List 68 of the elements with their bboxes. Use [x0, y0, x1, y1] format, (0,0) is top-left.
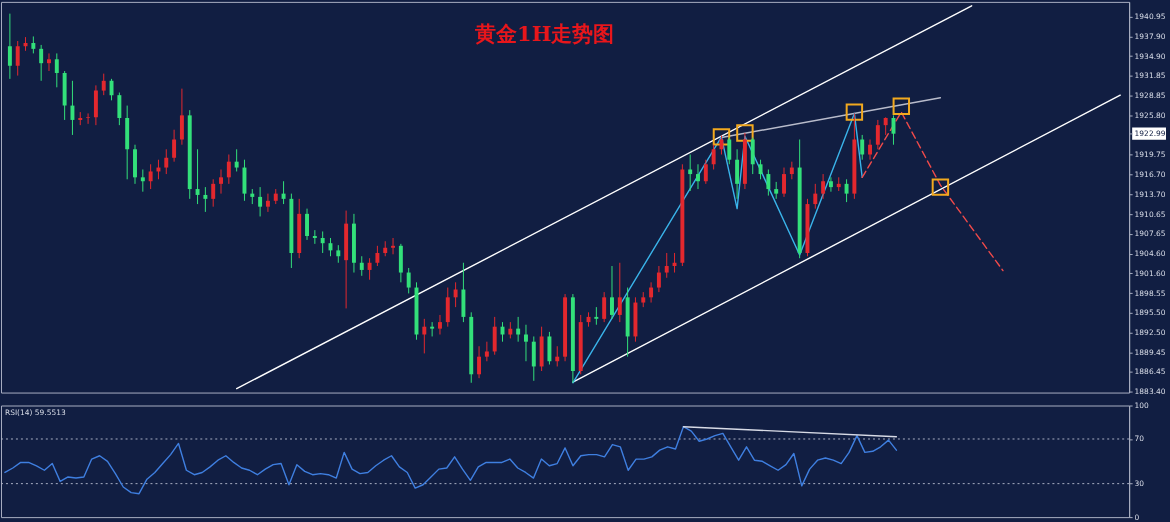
candlestick	[758, 159, 763, 180]
candlestick	[219, 169, 223, 195]
candlestick	[320, 230, 325, 254]
candlestick	[359, 255, 364, 277]
candlestick	[719, 135, 724, 155]
candlestick	[406, 267, 411, 294]
candlestick	[54, 52, 59, 88]
candlestick	[860, 134, 865, 161]
candlestick	[203, 186, 208, 213]
candlestick	[39, 44, 44, 82]
candlestick	[688, 154, 693, 192]
candlestick	[15, 40, 20, 77]
candlestick	[649, 281, 654, 304]
candlestick	[602, 291, 607, 323]
candlestick	[782, 167, 786, 198]
point	[736, 124, 754, 142]
candlestick	[703, 159, 708, 185]
candlestick	[140, 169, 145, 193]
candlestick	[226, 154, 231, 185]
candlestick	[516, 316, 521, 343]
candlestick	[656, 265, 661, 293]
candlestick	[195, 148, 200, 205]
candlestick	[727, 137, 732, 165]
candlestick	[109, 78, 114, 101]
candlestick	[391, 237, 396, 255]
candlestick	[875, 119, 880, 150]
candlestick	[844, 178, 849, 203]
candlestick	[868, 139, 872, 161]
candlestick	[265, 193, 270, 213]
candlestick	[367, 257, 372, 281]
point	[892, 97, 911, 115]
candlestick	[437, 314, 442, 335]
candlestick	[821, 173, 826, 200]
candlestick	[696, 163, 700, 190]
candlestick	[484, 341, 489, 362]
candlestick	[477, 345, 482, 379]
candlestick	[610, 265, 614, 320]
candlestick	[70, 80, 75, 136]
point	[931, 178, 950, 196]
candlestick	[453, 281, 458, 308]
candlestick	[828, 176, 833, 193]
candlestick	[86, 112, 91, 125]
candlestick	[148, 163, 153, 190]
point	[845, 103, 864, 121]
candlestick	[47, 52, 51, 72]
candlestick	[258, 186, 263, 217]
candlestick	[711, 144, 716, 170]
candlestick	[664, 252, 669, 279]
line-series	[4, 426, 898, 495]
candlestick	[375, 245, 380, 267]
candlestick	[524, 324, 528, 362]
candlestick	[117, 92, 122, 126]
candlestick	[7, 13, 12, 80]
candlestick	[164, 148, 169, 175]
candlestick	[101, 73, 106, 96]
candlestick	[617, 262, 622, 323]
candlestick	[211, 178, 216, 208]
text: 黄金1H走势图	[474, 20, 615, 46]
candlestick	[281, 180, 286, 205]
candlestick	[172, 129, 177, 163]
candlestick	[672, 252, 677, 274]
candlestick	[234, 148, 239, 172]
candlestick	[305, 208, 309, 241]
point	[712, 128, 731, 146]
candlestick	[430, 321, 435, 337]
candlestick	[422, 318, 427, 354]
candlestick	[766, 169, 771, 197]
candlestick	[813, 183, 818, 210]
